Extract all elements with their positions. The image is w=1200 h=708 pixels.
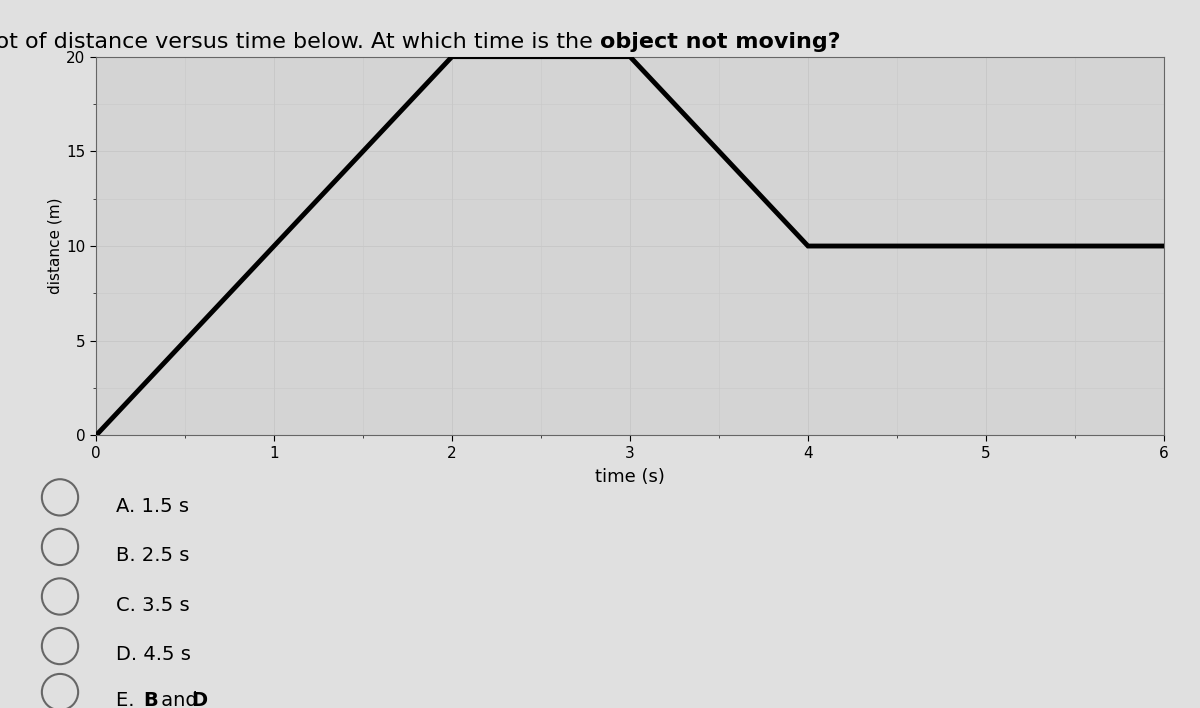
- Text: Given the plot of distance versus time below. At which time is the: Given the plot of distance versus time b…: [0, 32, 600, 52]
- Text: B. 2.5 s: B. 2.5 s: [116, 547, 190, 565]
- Text: D: D: [191, 692, 206, 708]
- Text: and: and: [155, 692, 204, 708]
- Text: D. 4.5 s: D. 4.5 s: [116, 646, 191, 664]
- Y-axis label: distance (m): distance (m): [47, 198, 62, 295]
- Text: B: B: [143, 692, 157, 708]
- Text: E.: E.: [116, 692, 142, 708]
- Text: A. 1.5 s: A. 1.5 s: [116, 497, 190, 515]
- Text: C. 3.5 s: C. 3.5 s: [116, 596, 190, 615]
- Text: object not moving?: object not moving?: [600, 32, 841, 52]
- X-axis label: time (s): time (s): [595, 468, 665, 486]
